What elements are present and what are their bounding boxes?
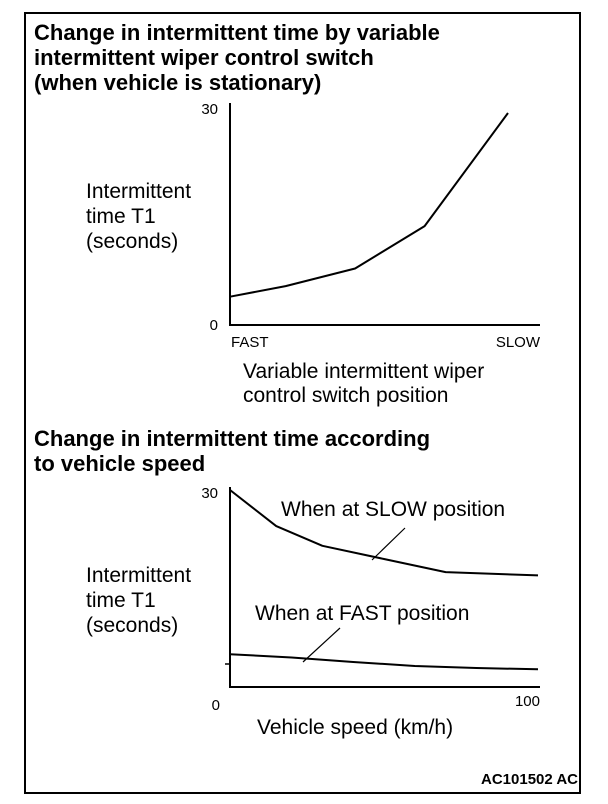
chart2-xlabel: Vehicle speed (km/h) <box>257 716 453 739</box>
chart2-series-fast-line <box>229 653 539 671</box>
chart1-title-line: Change in intermittent time by variable <box>34 20 440 45</box>
chart2-ytick-min: 0 <box>212 697 220 714</box>
figure-frame <box>24 12 581 794</box>
chart2: 30 0 100 Intermittent time T1 (seconds) … <box>86 485 540 739</box>
chart1-xtick-slow: SLOW <box>496 334 541 351</box>
chart1-ylabel-line: Intermittent <box>86 180 191 203</box>
chart1-title-line: intermittent wiper control switch <box>34 45 374 70</box>
chart2-series-slow-line <box>229 489 539 577</box>
chart2-ylabel-line: Intermittent <box>86 564 191 587</box>
chart2-leader-fast <box>302 627 341 663</box>
chart1-xtick-fast: FAST <box>231 334 269 351</box>
chart1: 30 0 FAST SLOW Intermittent time T1 (sec… <box>86 101 541 407</box>
chart2-xtick-max: 100 <box>515 693 540 710</box>
chart2-annotation-slow: When at SLOW position <box>281 498 505 521</box>
chart2-ylabel-line: (seconds) <box>86 614 178 637</box>
chart1-xlabel-line: control switch position <box>243 384 448 407</box>
chart1-ytick-min: 0 <box>210 317 218 334</box>
chart2-annotation-fast: When at FAST position <box>255 602 469 625</box>
chart2-title-line: Change in intermittent time according <box>34 426 431 451</box>
chart1-title-line: (when vehicle is stationary) <box>34 70 322 95</box>
chart1-title: Change in intermittent time by variable … <box>34 20 440 95</box>
chart2-ylabel-line: time T1 <box>86 589 156 612</box>
figure-code: AC101502 AC <box>481 771 578 788</box>
chart2-leader-slow <box>371 527 406 561</box>
chart1-series-line <box>229 112 509 298</box>
chart2-title-line: to vehicle speed <box>34 451 206 476</box>
chart2-title: Change in intermittent time according to… <box>34 426 430 476</box>
chart1-ytick-max: 30 <box>201 101 218 118</box>
chart1-ylabel-line: (seconds) <box>86 230 178 253</box>
chart2-ytick-max: 30 <box>201 485 218 502</box>
chart1-xlabel-line: Variable intermittent wiper <box>243 360 484 383</box>
chart1-ylabel-line: time T1 <box>86 205 156 228</box>
